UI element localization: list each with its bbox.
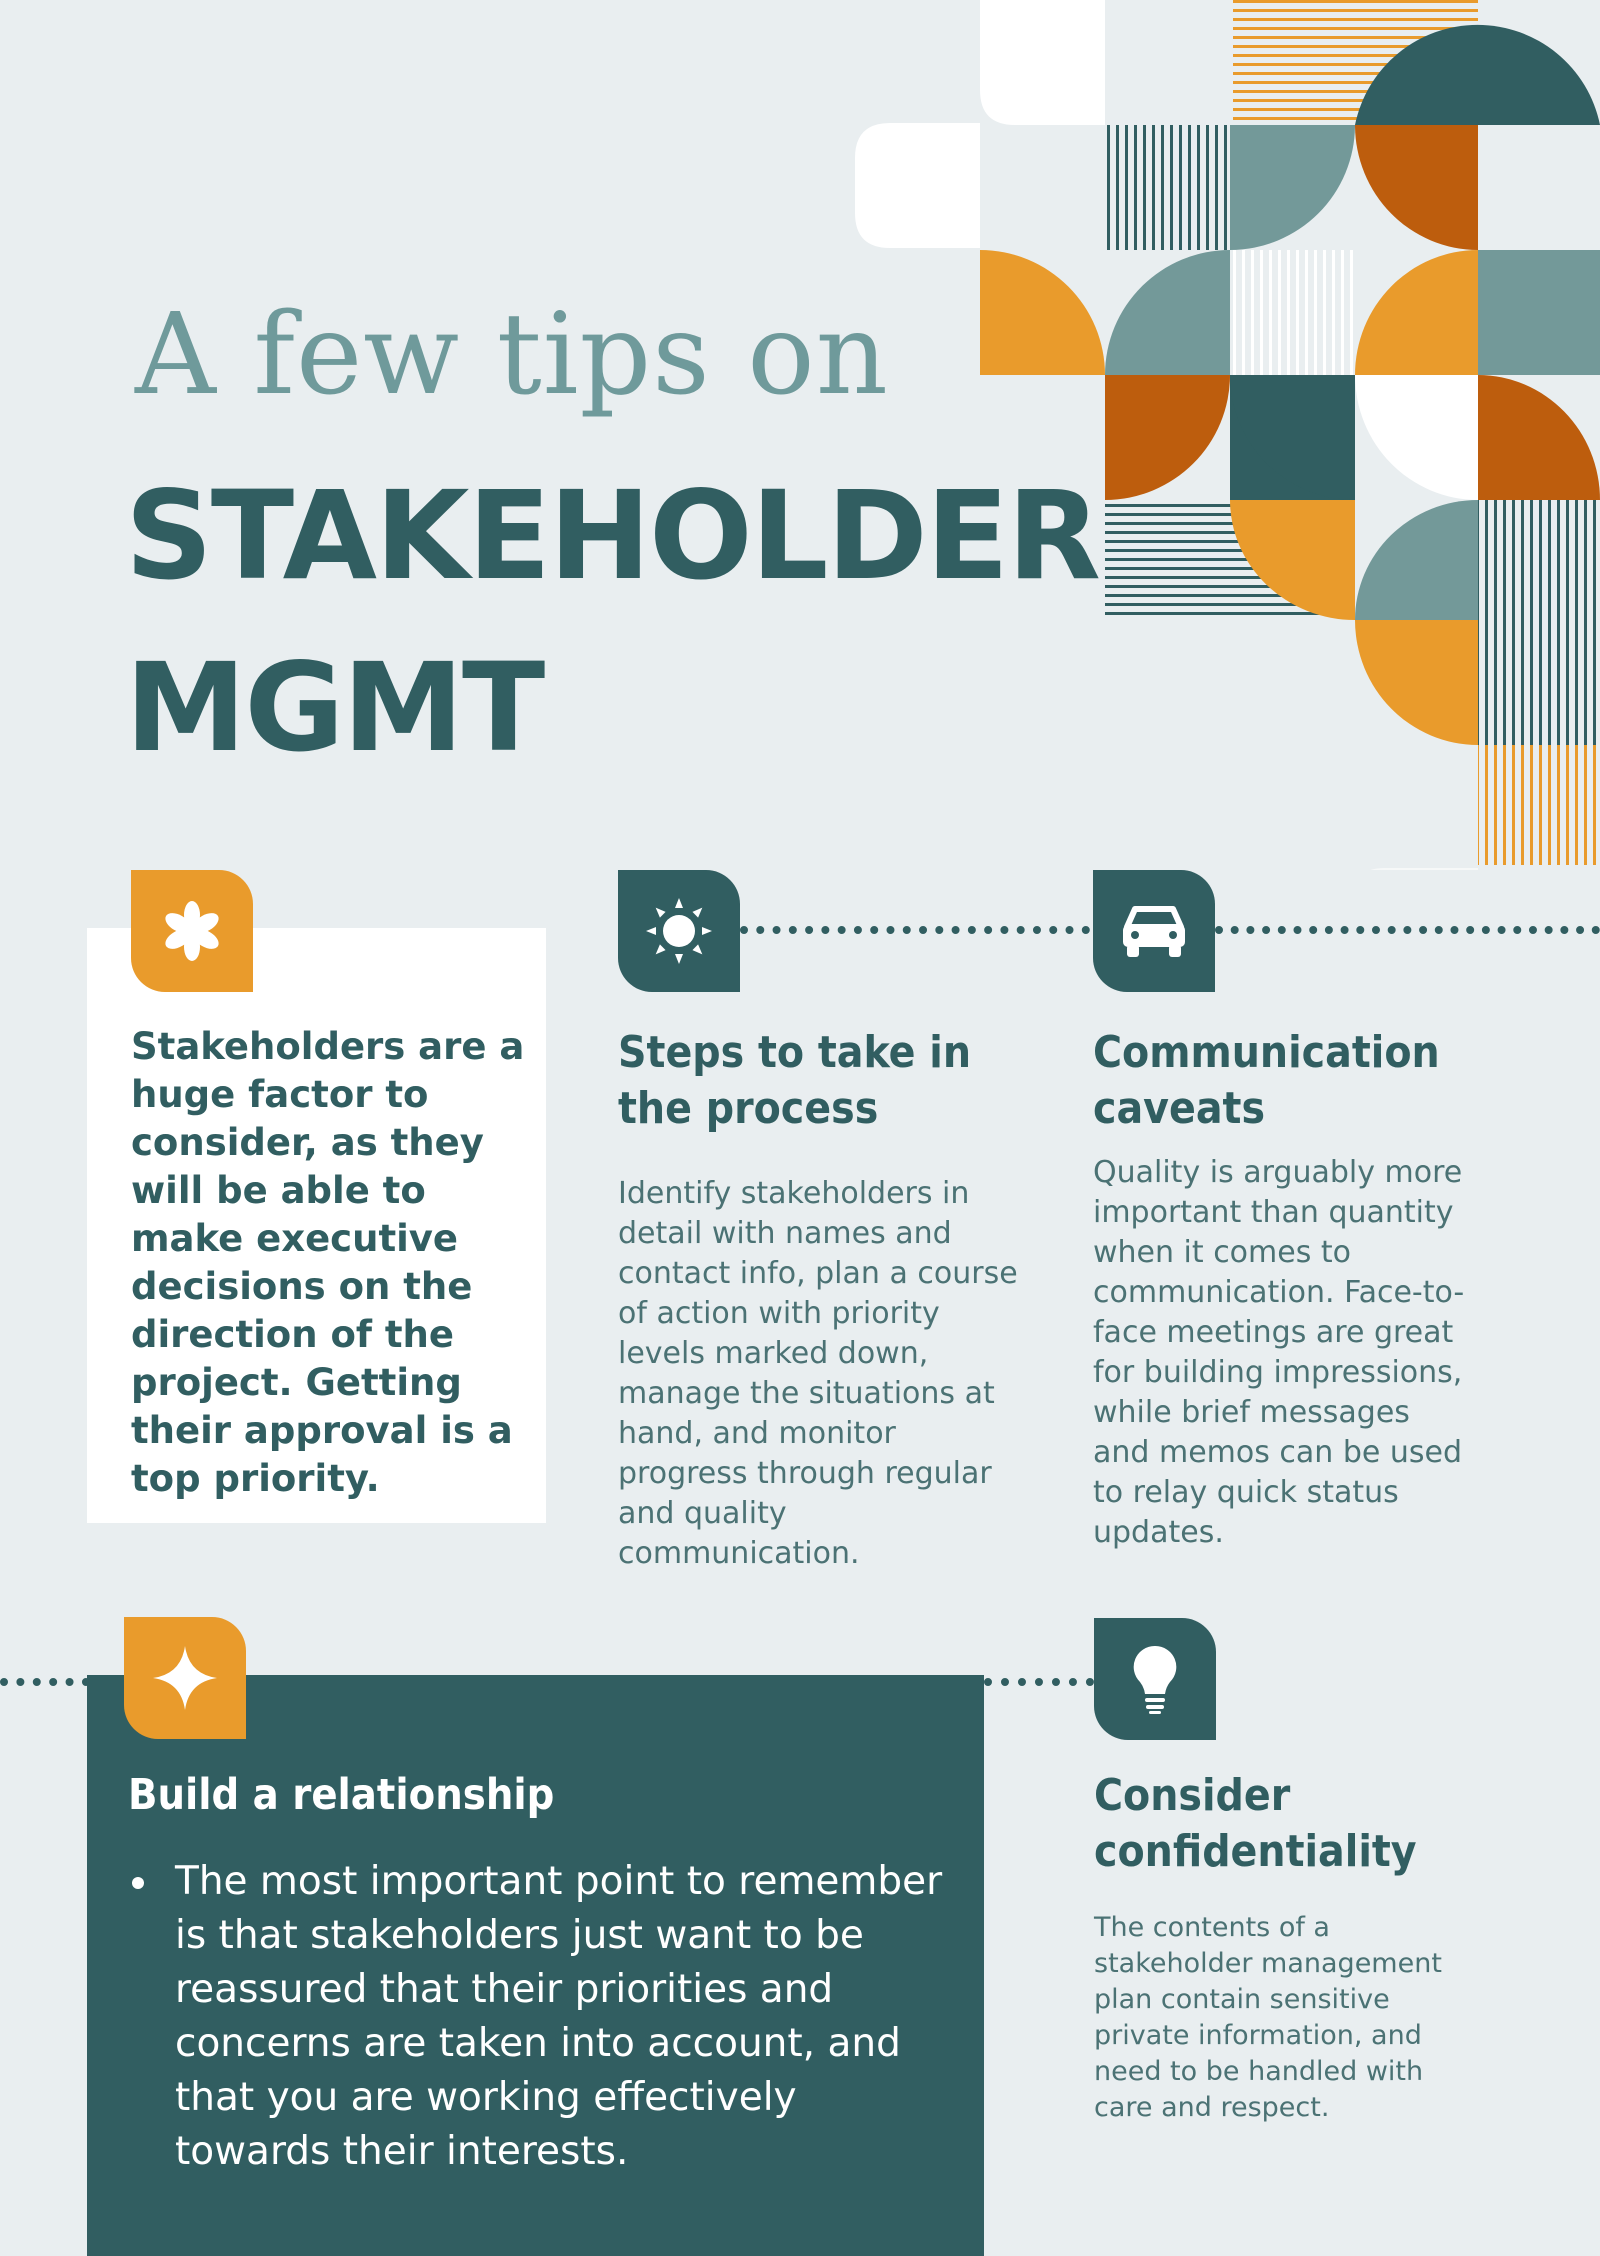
connector-dots-top-right [1215,926,1600,934]
communication-heading: Communication caveats [1093,1027,1440,1134]
communication-body: Quality is arguably more important than … [1093,1155,1465,1550]
connector-dots-bottom-left [0,1678,90,1686]
title-line-2: MGMT [125,637,545,779]
connector-dots-bottom-mid [984,1678,1094,1686]
decorative-geometric-pattern [855,0,1600,870]
relationship-card [87,1675,984,2256]
lightbulb-icon [1133,1645,1177,1714]
car-icon [1123,906,1185,957]
connector-dots-top [740,926,1090,934]
title-line-1: STAKEHOLDER [125,465,1101,607]
asterisk-icon [165,901,219,961]
relationship-heading: Build a relationship [128,1770,555,1820]
confidentiality-body: The contents of a stakeholder management… [1094,1912,1442,2123]
sun-icon-box [618,870,740,992]
steps-body: Identify stakeholders in detail with nam… [618,1176,1018,1571]
sparkle-icon [153,1646,217,1710]
sun-icon [646,898,712,964]
lightbulb-icon-box [1094,1618,1216,1740]
relationship-bullet-text: The most important point to remember is … [175,1859,943,2174]
car-icon-box [1093,870,1215,992]
asterisk-icon-box [131,870,253,992]
sparkle-icon-box [124,1617,246,1739]
steps-heading: Steps to take in the process [618,1027,972,1134]
relationship-bullet: The most important point to remember is … [132,1855,962,2179]
intro-text: Stakeholders are a huge factor to consid… [131,1025,525,1500]
intro-card [87,928,546,1523]
subtitle: A few tips on [135,290,889,420]
page-title: STAKEHOLDER MGMT [125,450,1101,794]
confidentiality-heading: Consider confidentiality [1094,1770,1417,1877]
